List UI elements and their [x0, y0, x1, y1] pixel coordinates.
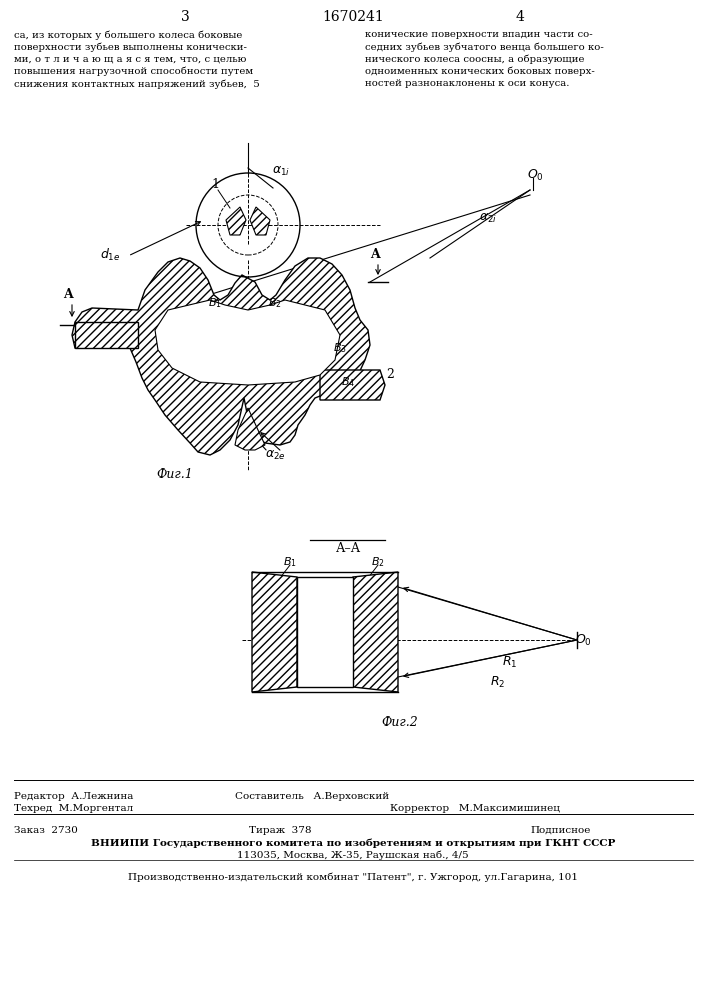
Polygon shape: [297, 577, 353, 687]
Polygon shape: [320, 370, 385, 400]
Text: 1: 1: [211, 178, 219, 192]
Text: Тираж  378: Тираж 378: [249, 826, 311, 835]
Text: ВНИИПИ Государственного комитета по изобретениям и открытиям при ГКНТ СССР: ВНИИПИ Государственного комитета по изоб…: [90, 838, 615, 848]
Text: $R_1$: $R_1$: [502, 654, 518, 670]
Polygon shape: [155, 300, 340, 385]
Polygon shape: [235, 408, 265, 450]
Text: 4: 4: [515, 10, 525, 24]
Text: $B_1$: $B_1$: [283, 555, 297, 569]
Text: 113035, Москва, Ж-35, Раушская наб., 4/5: 113035, Москва, Ж-35, Раушская наб., 4/5: [237, 850, 469, 859]
Text: $B_2$: $B_2$: [371, 555, 385, 569]
Polygon shape: [353, 572, 398, 692]
Text: Производственно-издательский комбинат "Патент", г. Ужгород, ул.Гагарина, 101: Производственно-издательский комбинат "П…: [128, 872, 578, 882]
Text: $\alpha_{2e}$: $\alpha_{2e}$: [264, 448, 286, 462]
Polygon shape: [250, 207, 270, 235]
Text: $d_{1e}$: $d_{1e}$: [100, 247, 120, 263]
Polygon shape: [72, 258, 370, 455]
Polygon shape: [75, 322, 138, 348]
Text: $\alpha_{2i}$: $\alpha_{2i}$: [479, 211, 497, 225]
Text: А–А: А–А: [335, 542, 361, 554]
Text: $B_3$: $B_3$: [333, 341, 347, 355]
Text: $B_4$: $B_4$: [341, 375, 355, 389]
Text: конические поверхности впадин части со-
седних зубьев зубчатого венца большего к: конические поверхности впадин части со- …: [365, 30, 604, 88]
Text: Заказ  2730: Заказ 2730: [14, 826, 78, 835]
Text: $O_0$: $O_0$: [527, 167, 544, 183]
Text: 2: 2: [386, 368, 394, 381]
Text: $B_2$: $B_2$: [268, 296, 282, 310]
Text: Техред  М.Моргентал: Техред М.Моргентал: [14, 804, 133, 813]
Text: $\alpha_{1i}$: $\alpha_{1i}$: [272, 164, 290, 178]
Text: Фиг.2: Фиг.2: [382, 716, 419, 728]
Text: 1670241: 1670241: [322, 10, 384, 24]
Text: 3: 3: [180, 10, 189, 24]
Text: $O_0$: $O_0$: [575, 632, 592, 648]
Text: Составитель   А.Верховский: Составитель А.Верховский: [235, 792, 389, 801]
Polygon shape: [252, 572, 297, 692]
Text: $B_1$: $B_1$: [208, 296, 222, 310]
Text: Подписное: Подписное: [530, 826, 590, 835]
Text: Редактор  А.Лежнина: Редактор А.Лежнина: [14, 792, 134, 801]
Text: са, из которых у большего колеса боковые
поверхности зубьев выполнены конически-: са, из которых у большего колеса боковые…: [14, 30, 259, 89]
Polygon shape: [226, 207, 246, 235]
Text: A: A: [63, 288, 73, 302]
Text: A: A: [370, 248, 380, 261]
Text: $R_2$: $R_2$: [491, 674, 506, 690]
Text: Корректор   М.Максимишинец: Корректор М.Максимишинец: [390, 804, 560, 813]
Text: Фиг.1: Фиг.1: [157, 468, 194, 482]
